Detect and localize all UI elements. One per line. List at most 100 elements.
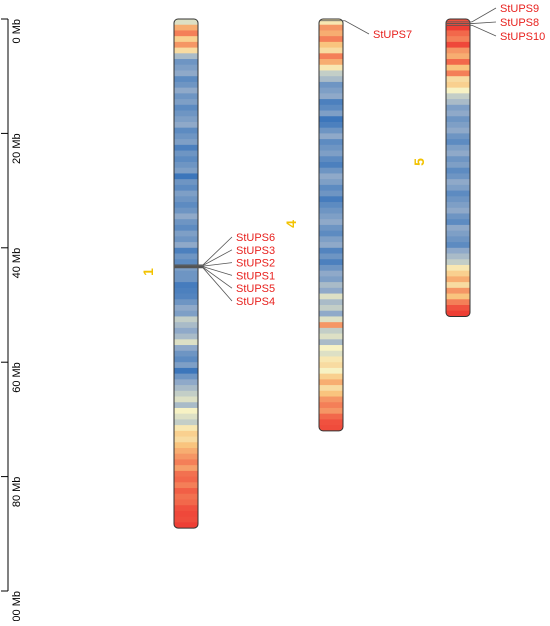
density-band [446,287,470,295]
density-band [174,442,198,449]
density-band [319,19,343,26]
density-band [319,425,343,431]
density-band [319,139,343,146]
density-band [446,64,470,72]
density-band [319,121,343,129]
density-band [174,202,198,209]
density-band [319,259,343,266]
chromosome-4: 4 StUPS7 [283,18,412,432]
density-band [446,173,470,180]
density-band [319,339,343,346]
density-band [319,316,343,323]
density-band [174,110,198,117]
density-band [319,36,343,43]
density-band [446,162,470,169]
density-band [319,407,343,415]
density-band [174,87,198,94]
density-band [319,213,343,220]
density-band [174,190,198,197]
density-band [174,53,198,60]
density-band [319,230,343,237]
density-band [319,396,343,403]
density-band [174,482,198,489]
density-band [174,385,198,392]
density-band [446,184,470,192]
density-band [446,305,470,312]
density-band [446,236,470,243]
density-band [174,419,198,426]
density-band [319,350,343,358]
density-band [174,396,198,403]
density-band [319,310,343,318]
density-band [446,121,470,129]
density-bands [174,19,198,529]
density-band [446,24,470,32]
density-band [446,93,470,100]
density-band [174,345,198,352]
density-band [174,402,198,409]
density-band [319,219,343,226]
density-band [174,282,198,289]
density-band [174,516,198,523]
density-band [319,81,343,89]
density-band [174,259,198,266]
density-band [174,287,198,295]
density-band [174,247,198,255]
density-band [446,219,470,226]
density-band [319,373,343,380]
chromosome-5: 5 StUPS9 StUPS8 StUPS10 [411,3,545,317]
density-band [174,213,198,220]
density-band [319,367,343,375]
chromosome-outline [173,18,199,529]
density-band [446,253,470,260]
gene-leader-line [198,266,233,289]
density-band [446,104,470,112]
density-band [446,207,470,215]
gene-label: StUPS6 [236,232,275,244]
density-band [446,144,470,152]
density-band [174,425,198,432]
scale-axis: 0 Mb 20 Mb 40 Mb 60 Mb 80 Mb 100 Mb [1,18,23,626]
density-band [174,293,198,300]
density-band [174,219,198,226]
density-band [319,253,343,260]
density-band [174,270,198,277]
density-band [446,81,470,89]
density-band [319,47,343,54]
density-band [174,299,198,306]
density-band [174,139,198,146]
density-band [174,505,198,512]
density-band [319,99,343,106]
gene-label: StUPS5 [236,283,275,295]
density-band [446,167,470,175]
density-band [319,207,343,215]
density-band [174,99,198,106]
density-band [319,70,343,77]
density-band [319,179,343,186]
density-band [446,293,470,300]
density-band [174,47,198,54]
density-band [319,322,343,329]
chromosome-outline [445,18,471,317]
density-band [174,453,198,461]
density-band [174,322,198,329]
density-band [446,99,470,106]
density-band [319,293,343,300]
density-band [319,24,343,32]
density-band [446,282,470,289]
density-band [319,282,343,289]
density-band [319,264,343,272]
density-band [446,310,470,317]
density-band [319,287,343,295]
density-band [319,59,343,66]
scale-tick-label: 0 Mb [11,19,23,43]
density-band [446,190,470,197]
density-band [319,402,343,409]
density-band [319,110,343,117]
density-band [174,24,198,32]
density-band [174,367,198,375]
scale-tick-label: 20 Mb [11,133,23,164]
density-band [446,299,470,306]
